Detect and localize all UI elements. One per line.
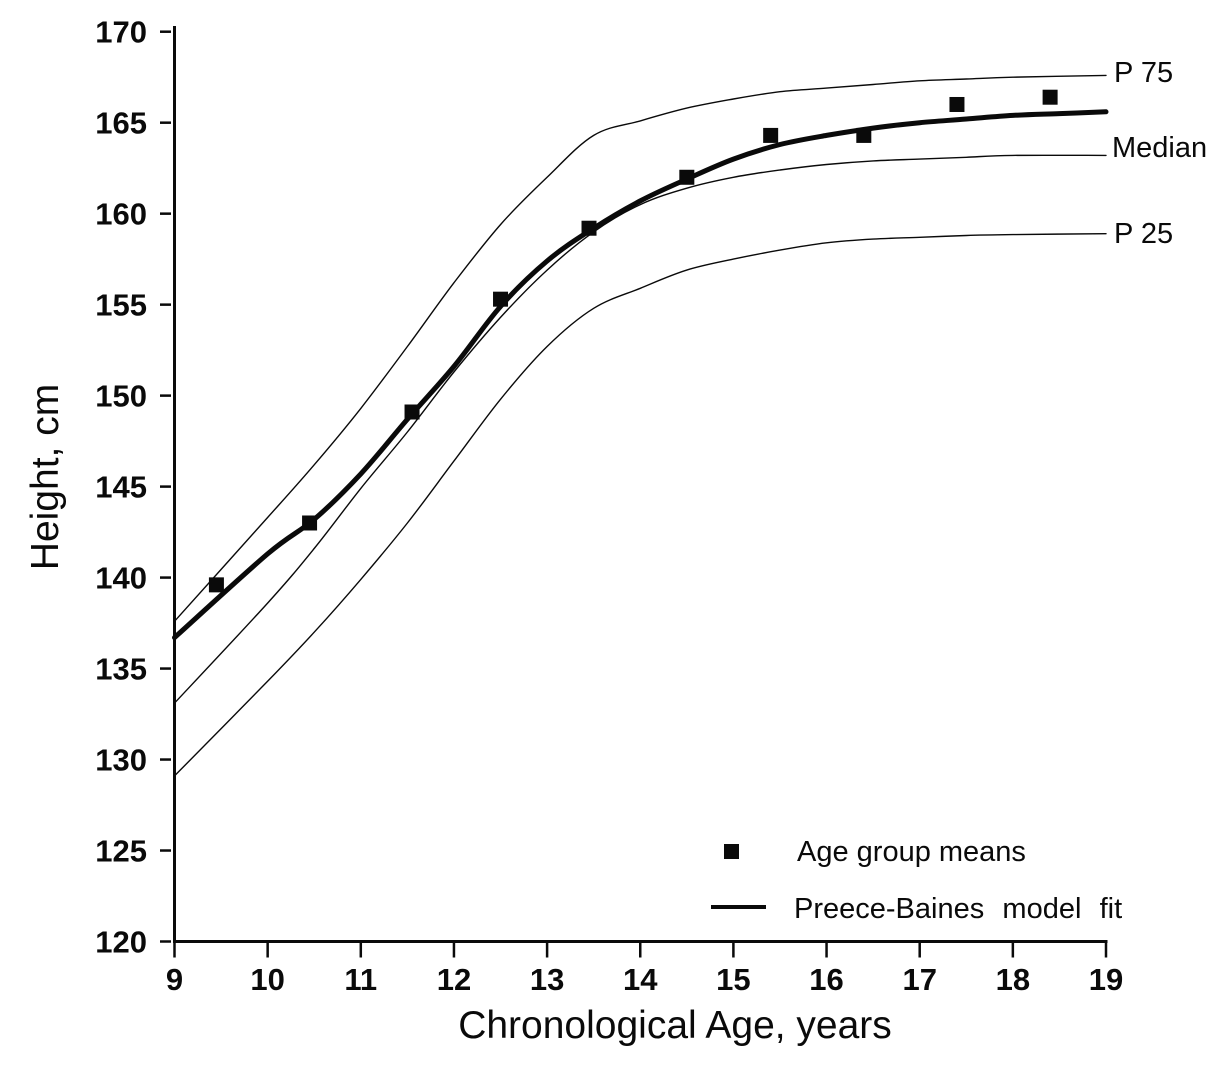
x-tick-label: 15	[716, 962, 750, 997]
y-axis-title: Height, cm	[24, 384, 67, 570]
x-tick-label: 16	[809, 962, 843, 997]
age-group-mean-marker	[679, 169, 695, 185]
x-tick-label: 13	[530, 962, 564, 997]
x-axis-title: Chronological Age, years	[458, 1004, 892, 1047]
age-group-mean-marker	[302, 515, 318, 531]
curve-label-p25: P 25	[1114, 218, 1173, 250]
y-tick-label: 155	[95, 288, 147, 323]
age-group-mean-marker	[763, 127, 779, 143]
curves	[172, 74, 1109, 777]
age-group-mean-marker	[581, 220, 597, 236]
axes: 120 125 130 135 140 145 150 155 160 165 170 9 10 11 12…	[95, 15, 1123, 997]
y-tick-label: 130	[95, 743, 147, 778]
y-tick-label: 145	[95, 470, 147, 505]
x-tick-label: 11	[344, 962, 377, 997]
y-tick-label: 170	[95, 15, 147, 50]
percentile-curve-p25	[173, 233, 1107, 777]
y-tick-label: 135	[95, 652, 147, 687]
legend-label-age-group-means: Age group means	[797, 836, 1026, 868]
y-tick-label: 165	[95, 106, 147, 141]
y-tick-label: 125	[95, 834, 147, 869]
x-tick-label: 17	[902, 962, 936, 997]
x-tick-label: 14	[623, 962, 658, 997]
percentile-curve-p75	[173, 74, 1107, 622]
percentile-curve-median	[173, 154, 1107, 704]
age-group-mean-marker	[1042, 89, 1058, 105]
curve-label-p75: P 75	[1114, 57, 1173, 89]
y-tick-label: 140	[95, 561, 147, 596]
y-tick-label: 120	[95, 925, 147, 960]
age-group-mean-marker	[949, 96, 965, 112]
x-tick-label: 12	[437, 962, 471, 997]
age-group-mean-marker	[493, 291, 509, 307]
age-group-mean-marker	[856, 127, 872, 143]
age-group-mean-marker	[208, 577, 224, 593]
x-tick-label: 9	[166, 962, 183, 997]
legend-label-model-fit: Preece-Baines model fit	[794, 893, 1122, 925]
y-tick-label: 150	[95, 379, 147, 414]
x-tick-label: 19	[1089, 962, 1123, 997]
model-fit-curve	[172, 109, 1109, 641]
curve-label-median: Median	[1112, 132, 1207, 164]
x-tick-label: 18	[996, 962, 1030, 997]
x-tick-label: 10	[250, 962, 284, 997]
data-points	[208, 89, 1058, 593]
age-group-mean-marker	[404, 404, 420, 420]
legend: Age group means Preece-Baines model fit	[711, 836, 1122, 925]
legend-square-marker	[724, 844, 739, 859]
y-tick-label: 160	[95, 197, 147, 232]
